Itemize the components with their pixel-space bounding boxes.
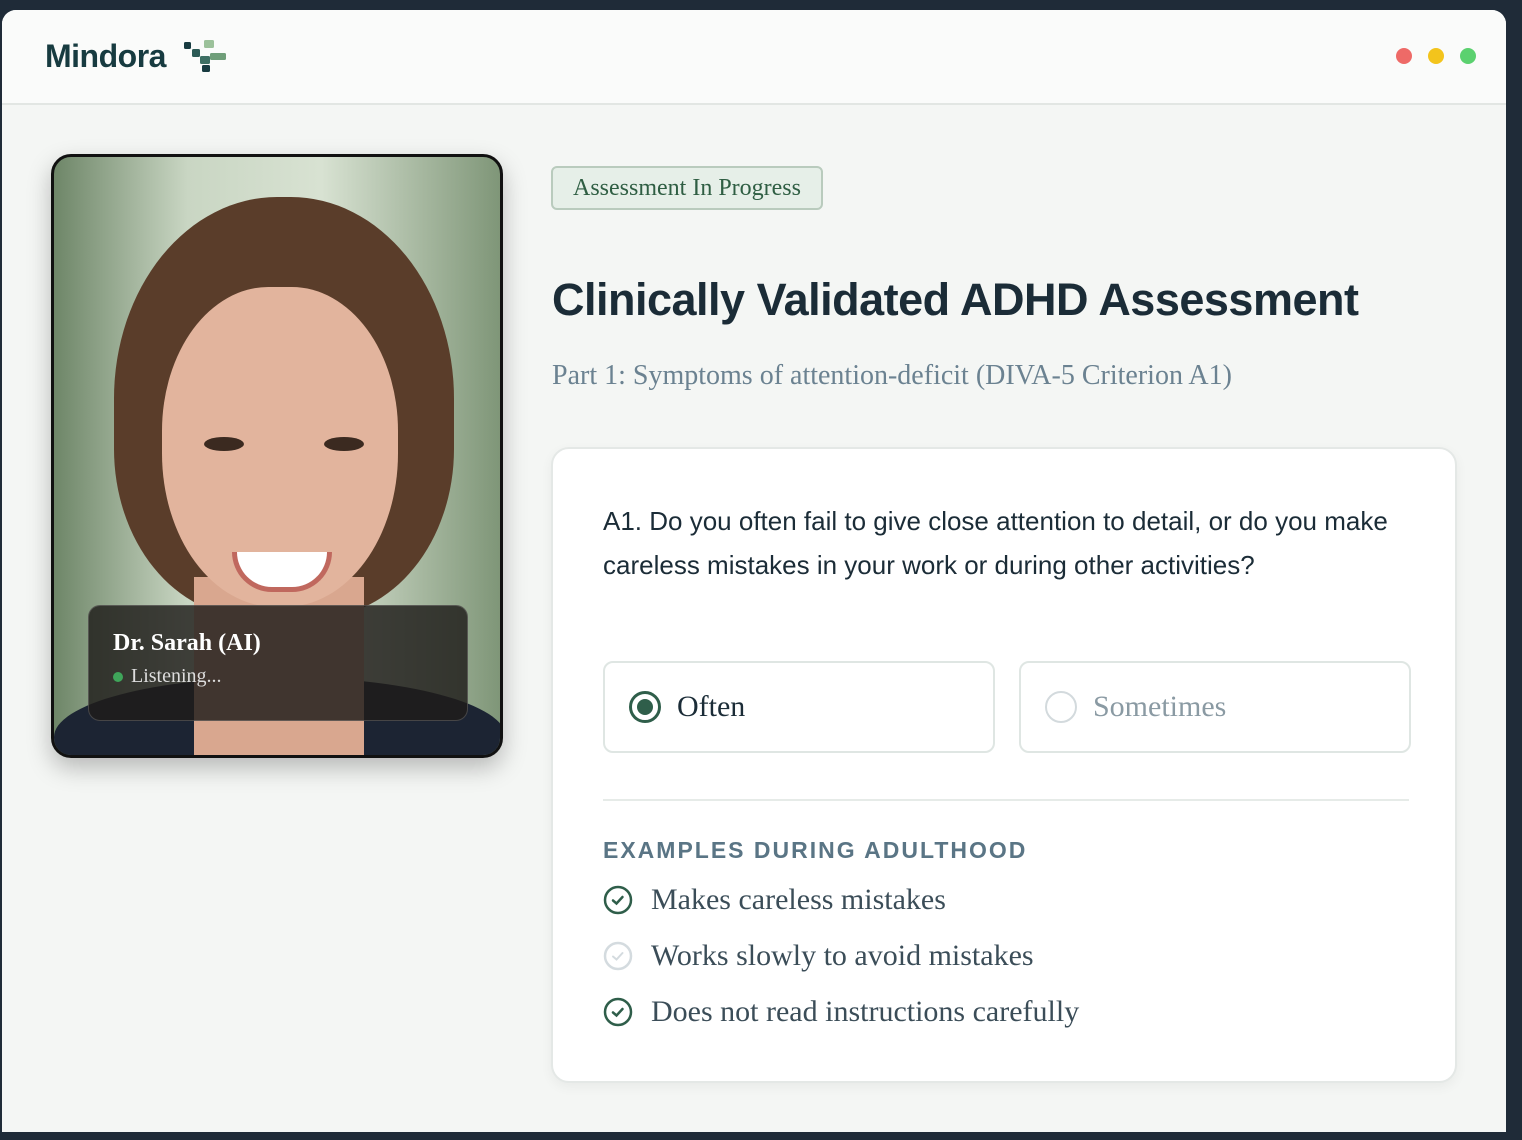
header: Mindora — [2, 10, 1506, 105]
example-item[interactable]: Makes careless mistakes — [603, 883, 946, 917]
example-item[interactable]: Does not read instructions carefully — [603, 995, 1079, 1029]
page-subtitle: Part 1: Symptoms of attention-deficit (D… — [552, 360, 1232, 391]
example-label: Does not read instructions carefully — [651, 995, 1080, 1028]
example-item[interactable]: Works slowly to avoid mistakes — [603, 939, 1034, 973]
question-text: A1. Do you often fail to give close atte… — [603, 506, 1388, 580]
check-circle-icon — [603, 997, 633, 1027]
avatar-name: Dr. Sarah (AI) — [113, 630, 261, 656]
logo-mark-icon — [184, 40, 226, 72]
avatar-eye — [324, 437, 364, 451]
examples-heading: EXAMPLES DURING ADULTHOOD — [603, 837, 1028, 863]
avatar-caption: Dr. Sarah (AI) Listening... — [88, 605, 468, 721]
page-title: Clinically Validated ADHD Assessment — [552, 274, 1359, 325]
app-window: Mindora Dr. Sarah (AI) Listening... Asse… — [2, 10, 1506, 1132]
option-label: Often — [677, 690, 746, 723]
maximize-window-button[interactable] — [1460, 48, 1476, 64]
status-dot-icon — [113, 671, 123, 682]
radio-unselected-icon — [1045, 691, 1077, 723]
check-circle-icon — [603, 885, 633, 915]
ai-avatar-video: Dr. Sarah (AI) Listening... — [51, 154, 503, 758]
logo[interactable]: Mindora — [45, 38, 166, 74]
avatar-eye — [204, 437, 244, 451]
radio-selected-icon — [629, 691, 661, 723]
avatar-status: Listening... — [131, 665, 222, 687]
option-often[interactable]: Often — [603, 661, 995, 753]
status-badge: Assessment In Progress — [551, 166, 823, 210]
option-sometimes[interactable]: Sometimes — [1019, 661, 1411, 753]
divider — [603, 799, 1409, 801]
check-circle-unchecked-icon — [603, 941, 633, 971]
close-window-button[interactable] — [1396, 48, 1412, 64]
option-label: Sometimes — [1093, 690, 1227, 723]
minimize-window-button[interactable] — [1428, 48, 1444, 64]
example-label: Works slowly to avoid mistakes — [651, 939, 1034, 972]
question-card: A1. Do you often fail to give close atte… — [551, 447, 1457, 1083]
example-label: Makes careless mistakes — [651, 883, 946, 916]
